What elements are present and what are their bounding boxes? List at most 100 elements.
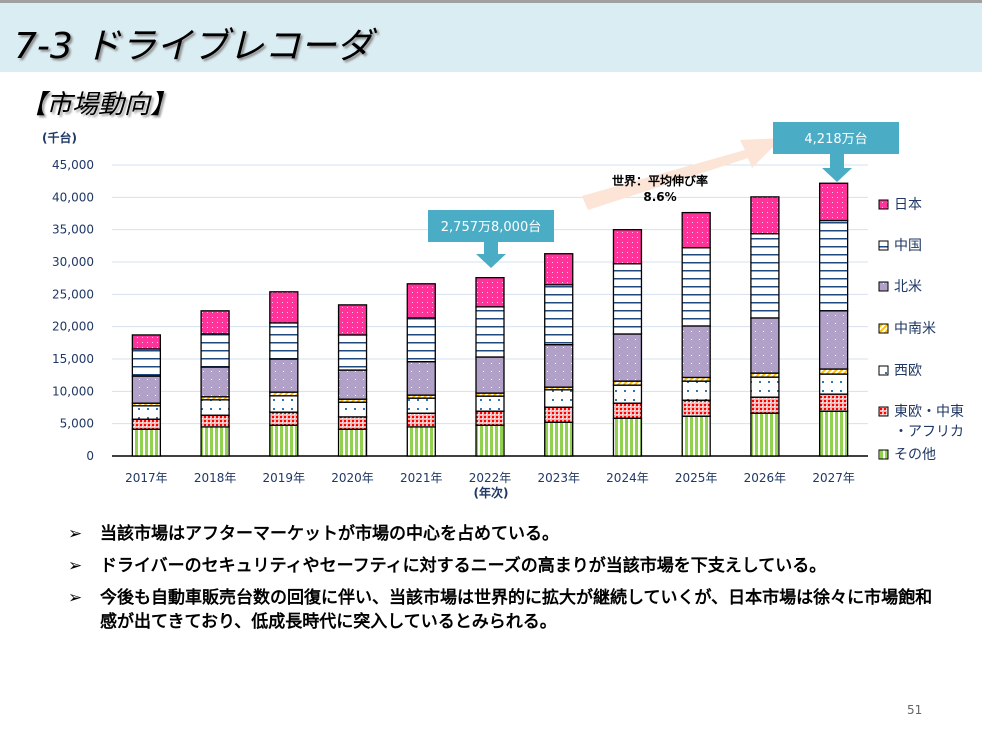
bar-stack-2018年 <box>200 310 230 457</box>
bar-stack-2020年 <box>337 304 368 457</box>
growth-label: 世界：平均伸び率 <box>612 173 708 188</box>
bar-segment-西欧 <box>818 373 849 395</box>
bar-segment-日本 <box>475 276 505 308</box>
bar-segment-東欧・中東・アフリカ <box>269 411 299 426</box>
bullet-list: ➢ 当該市場はアフターマーケットが市場の中心を占めている。 ➢ ドライバーのセキュリ… <box>68 522 938 642</box>
legend-label: 日本 <box>894 197 922 213</box>
x-tick-label: 2023年 <box>537 471 580 485</box>
x-tick-label: 2021年 <box>400 471 443 485</box>
bullet-item: ➢ ドライバーのセキュリティやセーフティに対するニーズの高まりが当該市場を下支えし… <box>68 554 938 578</box>
bar-segment-北米 <box>612 333 643 382</box>
y-tick-label: 5,000 <box>60 417 94 431</box>
bar-segment-北米 <box>200 366 230 398</box>
bar-segment-その他 <box>750 412 780 457</box>
legend-swatch-中国 <box>878 240 889 251</box>
bar-segment-その他 <box>612 417 643 457</box>
bar-segment-日本 <box>750 196 780 235</box>
bar-segment-その他 <box>337 428 368 457</box>
bar-segment-東欧・中東・アフリカ <box>406 412 436 428</box>
bar-segment-その他 <box>269 424 299 457</box>
y-axis-unit: (千台) <box>42 130 77 145</box>
bar-segment-東欧・中東・アフリカ <box>544 406 574 423</box>
legend-label: 中国 <box>894 238 922 254</box>
bar-stack-2021年 <box>406 283 436 457</box>
growth-rate: 8.6% <box>643 190 676 204</box>
legend-label: その他 <box>894 447 936 463</box>
x-tick-label: 2022年 <box>469 471 512 485</box>
bar-segment-北米 <box>269 358 299 393</box>
bar-segment-その他 <box>200 426 230 457</box>
bar-segment-その他 <box>406 426 436 457</box>
legend-swatch-西欧 <box>878 365 889 376</box>
growth-arrow: 世界：平均伸び率 8.6% <box>582 138 782 210</box>
bar-segment-中国 <box>681 247 711 327</box>
callout-2027-text: 4,218万台 <box>804 132 867 147</box>
bar-segment-西欧 <box>544 389 574 408</box>
bar-stack-2024年 <box>612 229 643 457</box>
x-tick-label: 2017年 <box>125 471 168 485</box>
section-heading: 【市場動向】 <box>20 90 177 120</box>
legend-swatch-日本 <box>878 199 889 210</box>
bar-segment-東欧・中東・アフリカ <box>750 396 780 414</box>
bullet-marker-icon: ➢ <box>68 524 83 544</box>
x-tick-label: 2027年 <box>812 471 855 485</box>
x-tick-label: 2025年 <box>675 471 718 485</box>
bar-stack-2026年 <box>750 196 780 457</box>
bar-segment-東欧・中東・アフリカ <box>612 402 643 419</box>
bullet-text: ドライバーのセキュリティやセーフティに対するニーズの高まりが当該市場を下支えして… <box>100 556 827 576</box>
x-tick-label: 2019年 <box>263 471 306 485</box>
bullet-item: ➢ 今後も自動車販売台数の回復に伴い、当該市場は世界的に拡大が継続していくが、日本… <box>68 586 938 634</box>
x-tick-label: 2018年 <box>194 471 237 485</box>
bar-segment-東欧・中東・アフリカ <box>818 393 849 412</box>
bar-segment-北米 <box>818 310 849 370</box>
bar-segment-日本 <box>818 182 849 222</box>
bar-segment-中国 <box>269 322 299 360</box>
page-number: 51 <box>907 703 923 717</box>
y-tick-label: 0 <box>86 449 94 463</box>
bar-segment-その他 <box>681 415 711 457</box>
x-tick-label: 2026年 <box>744 471 787 485</box>
bar-segment-中国 <box>750 233 780 319</box>
bar-stack-2017年 <box>131 334 162 457</box>
bar-segment-西欧 <box>750 376 780 398</box>
bar-segment-北米 <box>544 343 574 388</box>
bar-segment-日本 <box>200 310 230 335</box>
bar-segment-北米 <box>337 369 368 400</box>
bar-segment-日本 <box>269 291 299 324</box>
bar-segment-東欧・中東・アフリカ <box>681 399 711 417</box>
slide-title: 7-3 ドライブレコーダ <box>14 26 373 67</box>
bar-segment-西欧 <box>406 397 436 414</box>
bar-segment-東欧・中東・アフリカ <box>131 418 162 430</box>
bar-segment-東欧・中東・アフリカ <box>337 416 368 430</box>
bar-segment-日本 <box>406 283 436 319</box>
bar-segment-東欧・中東・アフリカ <box>200 414 230 428</box>
bar-segment-中国 <box>131 348 162 377</box>
bar-segment-その他 <box>475 424 505 457</box>
bar-segment-中国 <box>544 284 574 346</box>
callout-2027: 4,218万台 <box>773 122 899 182</box>
top-border <box>0 0 982 3</box>
bar-segment-日本 <box>681 211 711 249</box>
bar-segment-西欧 <box>681 380 711 401</box>
bar-stack-2025年 <box>681 211 711 457</box>
y-tick-label: 45,000 <box>52 158 94 172</box>
bar-segment-中国 <box>818 219 849 312</box>
bar-segment-その他 <box>818 410 849 457</box>
legend-label: 西欧 <box>894 363 922 379</box>
bar-segment-中南米 <box>818 368 849 375</box>
legend-label: 中南米 <box>894 321 936 337</box>
bullet-item: ➢ 当該市場はアフターマーケットが市場の中心を占めている。 <box>68 522 938 546</box>
y-tick-label: 25,000 <box>52 287 94 301</box>
bar-segment-日本 <box>544 253 574 286</box>
bar-segment-北米 <box>131 375 162 404</box>
callout-2022-text: 2,757万8,000台 <box>441 220 541 235</box>
bar-segment-西欧 <box>612 384 643 404</box>
bar-segment-中国 <box>406 317 436 363</box>
bar-segment-日本 <box>337 304 368 336</box>
stacked-bar-chart: 0 5,000 10,000 15,000 20,000 25,000 30,000 35,0… <box>42 122 964 500</box>
legend-swatch-東欧・中東・アフリカ <box>878 406 889 417</box>
legend-swatch-北米 <box>878 281 889 292</box>
x-axis-label: (年次) <box>474 485 509 500</box>
legend-swatch-その他 <box>878 449 889 460</box>
bar-segment-日本 <box>131 334 162 350</box>
